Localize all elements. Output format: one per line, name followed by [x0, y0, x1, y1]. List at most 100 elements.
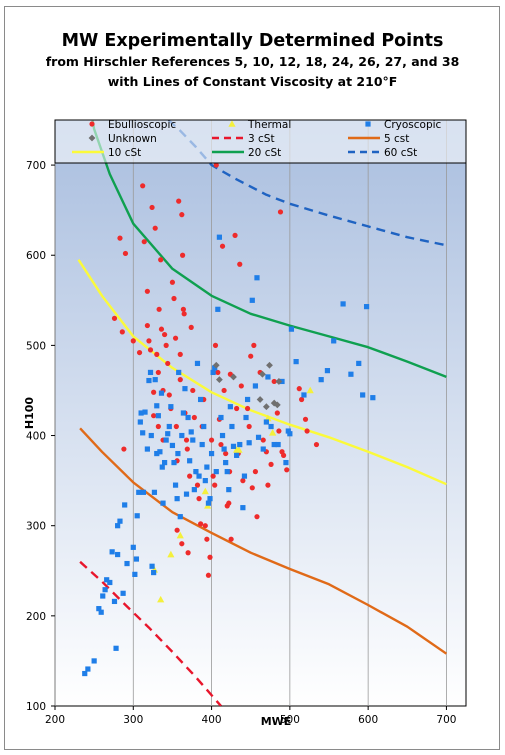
point-cryoscopic	[201, 423, 207, 430]
point-cryoscopic	[113, 645, 119, 651]
point-ebullioscopic	[188, 324, 194, 330]
point-cryoscopic	[137, 419, 143, 425]
y-tick-label: 100	[26, 701, 46, 713]
point-cryoscopic	[254, 275, 260, 281]
curve-10-cst	[77, 259, 447, 486]
legend-box	[54, 119, 467, 164]
x-tick-label: 400	[202, 714, 222, 726]
point-cryoscopic	[240, 505, 246, 511]
point-cryoscopic	[202, 478, 208, 484]
point-cryoscopic	[179, 432, 185, 439]
point-cryoscopic	[91, 658, 97, 664]
point-cryoscopic	[109, 549, 115, 555]
x-tick-label: 700	[436, 714, 456, 726]
point-cryoscopic	[138, 410, 144, 416]
point-ebullioscopic	[130, 338, 136, 344]
point-ebullioscopic	[219, 243, 226, 249]
point-cryoscopic	[208, 450, 215, 457]
point-cryoscopic	[246, 440, 252, 446]
point-ebullioscopic	[111, 315, 118, 321]
point-ebullioscopic	[198, 521, 204, 527]
point-cryoscopic	[144, 446, 150, 452]
point-cryoscopic	[227, 404, 233, 410]
point-ebullioscopic	[248, 353, 254, 359]
point-ebullioscopic	[205, 572, 212, 578]
point-cryoscopic	[157, 449, 163, 455]
point-cryoscopic	[169, 442, 176, 449]
x-tick-label: 500	[280, 714, 300, 726]
point-cryoscopic	[147, 369, 154, 376]
point-ebullioscopic	[210, 473, 216, 479]
point-cryoscopic	[102, 587, 108, 593]
curve-5-cst	[79, 427, 448, 655]
point-ebullioscopic	[177, 351, 183, 357]
point-cryoscopic	[244, 396, 251, 403]
point-cryoscopic	[252, 383, 259, 389]
legend-label-5-cst: 5 cst	[384, 133, 409, 145]
point-ebullioscopic	[151, 389, 157, 395]
point-ebullioscopic	[276, 428, 282, 434]
point-ebullioscopic	[238, 383, 244, 389]
point-ebullioscopic	[140, 183, 146, 189]
point-cryoscopic	[348, 371, 354, 377]
point-ebullioscopic	[147, 347, 154, 353]
point-cryoscopic	[190, 437, 196, 443]
point-cryoscopic	[171, 459, 177, 466]
point-ebullioscopic	[313, 441, 320, 448]
point-cryoscopic	[133, 556, 140, 562]
point-ebullioscopic	[144, 288, 150, 294]
legend-label-3-cst: 3 cSt	[248, 133, 275, 145]
legend-label-60-cst: 60 cSt	[384, 147, 417, 159]
point-ebullioscopic	[162, 331, 168, 338]
point-ebullioscopic	[284, 467, 290, 473]
point-ebullioscopic	[249, 485, 255, 491]
point-cryoscopic	[293, 359, 299, 365]
point-ebullioscopic	[180, 306, 186, 312]
point-cryoscopic	[255, 434, 262, 440]
point-cryoscopic	[146, 377, 152, 384]
chart-title-block: MW Experimentally Determined Points from…	[0, 30, 505, 92]
point-cryoscopic	[122, 502, 128, 508]
point-cryoscopic	[166, 423, 172, 430]
point-ebullioscopic	[119, 329, 125, 335]
point-cryoscopic	[152, 377, 158, 383]
point-cryoscopic	[182, 386, 188, 392]
point-ebullioscopic	[174, 527, 180, 533]
y-axis-ticks: 100 200 300 400 500 600 700	[26, 160, 55, 713]
point-cryoscopic	[158, 390, 165, 396]
point-ebullioscopic	[304, 428, 310, 434]
point-cryoscopic	[229, 423, 235, 430]
point-cryoscopic	[187, 458, 193, 464]
point-cryoscopic	[98, 609, 104, 615]
point-ebullioscopic	[156, 306, 162, 312]
point-cryoscopic	[370, 395, 376, 401]
point-ebullioscopic	[176, 198, 182, 204]
point-cryoscopic	[140, 430, 146, 436]
legend-label-cryoscopic: Cryoscopic	[384, 119, 442, 131]
point-thermal	[269, 429, 277, 436]
point-cryoscopic	[183, 491, 190, 497]
point-cryoscopic	[155, 413, 161, 419]
point-ebullioscopic	[265, 482, 271, 488]
point-ebullioscopic	[228, 536, 234, 542]
point-cryoscopic	[148, 432, 154, 439]
point-cryoscopic	[288, 326, 295, 332]
point-ebullioscopic	[208, 437, 215, 443]
point-cryoscopic	[120, 590, 126, 596]
point-unknown	[216, 376, 223, 384]
point-cryoscopic	[196, 473, 202, 479]
y-tick-label: 700	[26, 160, 46, 172]
point-cryoscopic	[172, 482, 179, 488]
point-cryoscopic	[104, 577, 110, 583]
point-ebullioscopic	[251, 342, 257, 348]
point-ebullioscopic	[172, 335, 179, 341]
chart-title: MW Experimentally Determined Points	[61, 31, 444, 51]
point-cryoscopic	[134, 513, 140, 519]
point-ebullioscopic	[190, 387, 196, 394]
legend-label-unknown: Unknown	[108, 133, 157, 145]
point-ebullioscopic	[202, 523, 208, 529]
y-tick-label: 600	[26, 250, 46, 262]
point-cryoscopic	[142, 409, 148, 415]
point-cryoscopic	[175, 450, 181, 457]
point-ebullioscopic	[234, 405, 240, 412]
